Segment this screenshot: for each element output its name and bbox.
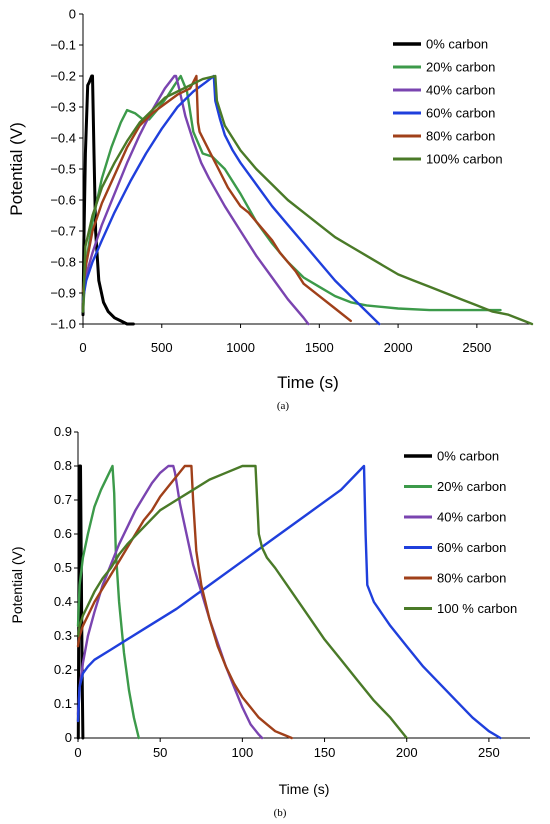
chart-a-series-line-3: [81, 74, 381, 326]
chart-a-legend-label-1: 20% carbon: [426, 60, 495, 75]
chart-b-series-line-1: [76, 464, 141, 740]
chart-b-y-tick-label: 0.5: [54, 560, 72, 575]
chart-a-series-line-0: [81, 74, 135, 326]
chart-b-legend-label-2: 40% carbon: [437, 510, 506, 525]
chart-b-ylabel: Potential (V): [9, 546, 25, 623]
chart-b-y-tick-label: 0.9: [54, 424, 72, 439]
chart-b-xlabel: Time (s): [279, 781, 330, 797]
chart-a-x-tick-label: 500: [151, 340, 173, 355]
chart-b-legend-label-1: 20% carbon: [437, 479, 506, 494]
chart-a-y-tick-label: −0.5: [50, 162, 76, 177]
chart-a-y-tick-label: −0.3: [50, 100, 76, 115]
chart-b-x-tick-label: 200: [396, 745, 418, 760]
chart-a-ylabel: Potential (V): [7, 122, 26, 216]
chart-b-legend-label-3: 60% carbon: [437, 540, 506, 555]
chart-a-y-tick-label: −0.7: [50, 224, 76, 239]
chart-b-y-tick-label: 0.1: [54, 696, 72, 711]
chart-a-series-line-1: [81, 74, 502, 313]
chart-b-x-tick-label: 0: [74, 745, 81, 760]
chart-b-x-tick-label: 250: [478, 745, 500, 760]
chart-a-x-tick-label: 1000: [226, 340, 255, 355]
chart-a-x-tick-label: 2000: [384, 340, 413, 355]
chart-b-series-line-2: [76, 464, 264, 740]
chart-a-y-tick-label: −0.2: [50, 69, 76, 84]
chart-b-legend-label-4: 80% carbon: [437, 571, 506, 586]
chart-b-y-tick-label: 0.3: [54, 628, 72, 643]
chart-b-y-tick-label: 0.8: [54, 458, 72, 473]
chart-a-legend-label-5: 100% carbon: [426, 152, 503, 167]
chart-a-y-tick-label: −0.4: [50, 131, 76, 146]
chart-b-series-line-3: [76, 464, 502, 740]
chart-b-series-line-5: [76, 464, 408, 740]
chart-b-y-tick-label: 0.7: [54, 492, 72, 507]
chart-a-y-tick-label: −0.1: [50, 38, 76, 53]
chart-a: 0 −0.1 −0.2 −0.3 −0.4 −0.5 −0.6 −0.7 −0.8 −0.9 −1.…: [7, 7, 534, 412]
chart-a-legend-label-4: 80% carbon: [426, 129, 495, 144]
chart-a-series-line-4: [81, 74, 352, 323]
chart-a-series-line-5: [81, 74, 534, 326]
chart-a-y-tick-label: 0: [69, 7, 76, 22]
chart-b-legend-label-0: 0% carbon: [437, 449, 499, 464]
chart-b-x-tick-label: 100: [232, 745, 254, 760]
chart-b: 0 0.1 0.2 0.3 0.4 0.5 0.6 0.7 0.8 0.9 0 50 100 150 200…: [9, 424, 530, 819]
chart-b-x-tick-label: 150: [314, 745, 336, 760]
chart-b-x-tick-label: 50: [153, 745, 167, 760]
chart-a-xlabel: Time (s): [277, 373, 339, 392]
chart-a-series-line-2: [81, 74, 310, 326]
chart-a-legend-label-3: 60% carbon: [426, 106, 495, 121]
chart-a-legend-label-0: 0% carbon: [426, 37, 488, 52]
chart-b-y-tick-label: 0.2: [54, 662, 72, 677]
chart-b-y-tick-label: 0: [65, 730, 72, 745]
chart-a-x-tick-label: 1500: [305, 340, 334, 355]
chart-a-x-tick-label: 0: [79, 340, 86, 355]
chart-b-series-line-4: [76, 464, 293, 740]
chart-a-y-tick-label: −0.8: [50, 255, 76, 270]
chart-a-x-tick-label: 2500: [462, 340, 491, 355]
chart-b-panel-label: (b): [274, 807, 287, 819]
chart-a-y-tick-label: −0.6: [50, 193, 76, 208]
chart-a-panel-label: (a): [277, 400, 290, 412]
chart-a-y-tick-label: −1.0: [50, 317, 76, 332]
chart-b-y-tick-label: 0.6: [54, 526, 72, 541]
chart-a-legend-label-2: 40% carbon: [426, 83, 495, 98]
chart-b-legend-label-5: 100 % carbon: [437, 601, 517, 616]
chart-a-y-tick-label: −0.9: [50, 286, 76, 301]
chart-b-y-tick-label: 0.4: [54, 594, 72, 609]
